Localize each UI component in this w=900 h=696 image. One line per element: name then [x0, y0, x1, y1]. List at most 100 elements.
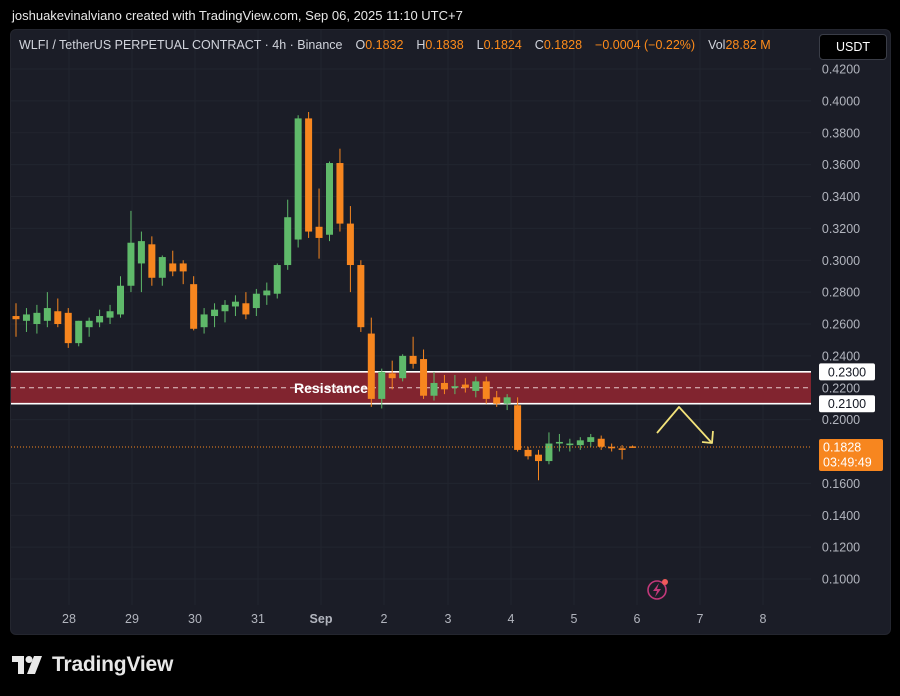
candle-body [576, 440, 584, 446]
chart-panel[interactable]: Resistance 0.4200 0.4000 0.3800 0.3600 0.3400… [10, 29, 891, 635]
tradingview-logo[interactable]: TradingView [12, 653, 173, 677]
y-axis-tick-label: 0.4000 [822, 94, 860, 108]
y-axis-tick-label: 0.3000 [822, 254, 860, 268]
x-axis-tick-label: 2 [381, 612, 388, 626]
candle-body [33, 312, 41, 324]
y-axis-tick-label: 0.2200 [822, 381, 860, 395]
candle-body [158, 257, 166, 278]
candle-body [117, 285, 124, 315]
candle-body [566, 443, 574, 446]
x-axis-tick-label: 31 [251, 612, 265, 626]
candle-body [221, 304, 229, 312]
low-value: 0.1824 [483, 38, 522, 52]
candle-body [461, 384, 469, 388]
x-axis-tick-label: 6 [634, 612, 641, 626]
y-axis-tick-label: 0.4200 [822, 63, 860, 77]
y-axis-tick-label: 0.2000 [822, 413, 860, 427]
x-axis-tick-label: 4 [508, 612, 515, 626]
candle-body [555, 441, 563, 444]
y-axis-tick-label: 0.3200 [822, 222, 860, 236]
candle-body [231, 301, 239, 307]
x-axis-tick-label: 5 [571, 612, 578, 626]
y-axis-tick-label: 0.3400 [822, 190, 860, 204]
y-axis-tick-label: 0.3800 [822, 126, 860, 140]
change-value: −0.0004 (−0.22%) [595, 38, 696, 52]
x-axis-tick-label: 28 [62, 612, 76, 626]
last-price-value: 0.1828 [823, 441, 861, 455]
candle-body [440, 382, 448, 390]
candle-body [252, 293, 260, 309]
x-axis-tick-label: 29 [125, 612, 139, 626]
x-axis-tick-label: 7 [697, 612, 704, 626]
candle-body [242, 303, 250, 315]
resistance-bottom-price-tag [819, 395, 875, 413]
x-axis-tick-label: 3 [445, 612, 452, 626]
candle-body [12, 316, 20, 320]
candlestick-chart[interactable]: Resistance 0.4200 0.4000 0.3800 0.3600 0.3400… [11, 30, 890, 634]
candle-body [618, 448, 626, 450]
candle-body [284, 217, 292, 266]
y-axis-tick-label: 0.3600 [822, 158, 860, 172]
candle-body [524, 449, 532, 457]
symbol-title[interactable]: WLFI / TetherUS PERPETUAL CONTRACT · 4h … [19, 38, 343, 52]
candle-body [200, 314, 208, 328]
symbol-legend: WLFI / TetherUS PERPETUAL CONTRACT · 4h … [19, 38, 771, 52]
resistance-top-price-tag-text: 0.2300 [828, 365, 866, 379]
chart-credit: joshuakevinalviano created with TradingV… [12, 8, 463, 23]
candle-body [535, 454, 542, 462]
currency-unit-button[interactable]: USDT [819, 34, 887, 60]
candle-body [399, 355, 407, 379]
candle-body [211, 309, 219, 317]
candle-body [75, 320, 83, 344]
candle-body [597, 438, 605, 447]
candle-body [409, 355, 417, 364]
notification-dot-icon [662, 579, 668, 585]
candle-body [472, 381, 480, 391]
candle-body [64, 312, 72, 344]
open-label: O [355, 38, 366, 52]
candle-body [545, 443, 553, 462]
resistance-top-price-tag [819, 363, 875, 381]
candle-body [587, 437, 595, 442]
forecast-arrow-path [656, 406, 712, 443]
candle-body [179, 263, 187, 272]
candle-body [346, 223, 354, 266]
candle-body [493, 397, 501, 404]
candle-body [482, 381, 490, 399]
candle-body [85, 320, 93, 328]
candle-body [294, 118, 302, 240]
candle-body [263, 290, 271, 296]
candle-body [315, 226, 323, 238]
y-axis-tick-label: 0.2400 [822, 349, 860, 363]
x-axis-tick-label: 30 [188, 612, 202, 626]
y-axis-tick-label: 0.1200 [822, 541, 860, 555]
candle-body [336, 163, 344, 224]
close-label: C [534, 38, 544, 52]
high-value: 0.1838 [425, 38, 464, 52]
y-axis-tick-label: 0.1400 [822, 509, 860, 523]
last-price-tag [819, 439, 883, 472]
candle-body [43, 308, 51, 321]
y-axis-tick-label: 0.1600 [822, 477, 860, 491]
candle-body [430, 382, 438, 396]
resistance-bottom-price-tag-text: 0.2100 [828, 397, 866, 411]
lightning-icon [647, 580, 667, 600]
brand-name: TradingView [52, 653, 174, 676]
candle-body [514, 405, 522, 450]
x-axis-tick-label: Sep [310, 612, 333, 626]
candle-body [137, 241, 145, 264]
candle-body [367, 333, 375, 399]
y-axis-tick-label: 0.2600 [822, 318, 860, 332]
candle-body [503, 397, 511, 404]
tradingview-logo-icon [12, 656, 42, 674]
close-value: 0.1828 [543, 38, 583, 52]
candle-body [451, 386, 459, 388]
candle-body [22, 314, 30, 321]
candle-body [326, 163, 333, 235]
candle-body [106, 311, 114, 318]
candle-body [148, 244, 156, 278]
candle-body [169, 263, 177, 272]
x-axis-tick-label: 8 [760, 612, 767, 626]
high-label: H [416, 38, 426, 52]
y-axis-tick-label: 0.1000 [822, 573, 860, 587]
